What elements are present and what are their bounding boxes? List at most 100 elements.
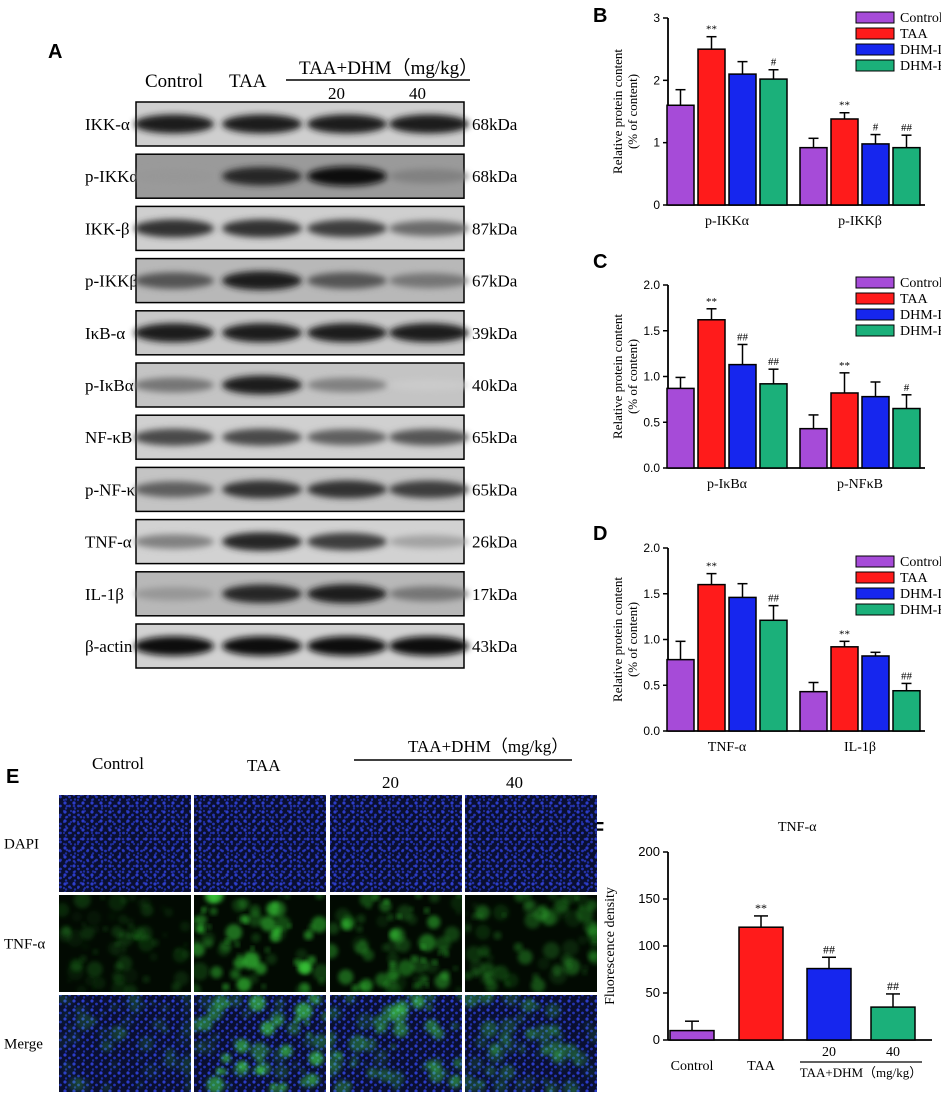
x-category-label: TNF-α — [708, 740, 747, 755]
significance-mark: ** — [706, 296, 717, 308]
fluorescence-grid: DAPI TNF-α Merge — [4, 795, 597, 1092]
if-image-tile — [330, 795, 462, 892]
wb-band — [222, 323, 302, 343]
legend-swatch — [855, 276, 895, 289]
significance-mark: ## — [768, 593, 780, 605]
wb-protein-label: IKK-β — [85, 219, 130, 238]
significance-mark: # — [771, 57, 777, 69]
legend-label: DHM-H — [900, 324, 941, 339]
legend-label: TAA — [900, 27, 929, 42]
chart-c: 0.0 0.5 1.0 1.5 2.0 Relative protein content(… — [610, 276, 941, 492]
wb-band — [389, 323, 469, 343]
wb-band — [222, 428, 302, 446]
bar — [799, 427, 828, 469]
legend-label: DHM-L — [900, 587, 941, 602]
x-category-label: 40 — [886, 1045, 900, 1060]
wb-protein-label: IL-1β — [85, 585, 124, 604]
if-header-dose-low: 20 — [382, 773, 399, 792]
wb-band — [222, 114, 302, 134]
legend-swatch — [855, 292, 895, 305]
wb-protein-label: TNF-α — [85, 533, 132, 552]
bar — [806, 967, 852, 1041]
y-axis-label: Relative protein content — [610, 577, 625, 702]
if-image-tile — [465, 995, 597, 1092]
wb-band — [222, 271, 302, 291]
legend-swatch — [855, 43, 895, 56]
bar — [759, 619, 788, 732]
y-axis-label: (% of content) — [625, 602, 640, 677]
x-category-label: p-IKKβ — [838, 214, 882, 229]
wb-protein-label: NF-κB — [85, 428, 132, 447]
if-row-label: DAPI — [4, 837, 39, 853]
bar — [861, 395, 890, 469]
y-tick-label: 0 — [653, 198, 660, 212]
bar — [666, 658, 695, 732]
bar — [830, 392, 859, 469]
y-tick-label: 0.5 — [643, 678, 660, 692]
y-tick-label: 150 — [638, 891, 660, 906]
wb-band — [307, 377, 387, 393]
wb-row: TNF-α 26kDa — [85, 518, 518, 565]
wb-band — [389, 428, 469, 446]
wb-kda-label: 17kDa — [472, 585, 518, 604]
legend-swatch — [855, 571, 895, 584]
if-image-tile — [465, 895, 597, 992]
chart-title: TNF-α — [778, 820, 817, 835]
wb-band — [222, 532, 302, 551]
y-tick-label: 3 — [653, 11, 660, 25]
significance-mark: ** — [839, 100, 850, 112]
wb-band — [134, 481, 214, 498]
wb-row: IKK-β 87kDa — [85, 205, 518, 252]
wb-band — [134, 272, 214, 289]
wb-band — [389, 480, 469, 499]
wb-kda-label: 39kDa — [472, 324, 518, 343]
y-tick-label: 0.5 — [643, 415, 660, 429]
wb-band — [307, 429, 387, 446]
wb-band — [222, 636, 302, 656]
significance-mark: ## — [901, 670, 913, 682]
legend-label: TAA — [900, 571, 929, 586]
wb-kda-label: 43kDa — [472, 637, 518, 656]
bar — [830, 118, 859, 206]
if-header-taa: TAA — [247, 756, 281, 775]
y-axis-label: Relative protein content — [610, 314, 625, 439]
legend-label: DHM-H — [900, 59, 941, 74]
wb-protein-label: p-NF-κB — [85, 480, 146, 499]
wb-kda-label: 65kDa — [472, 428, 518, 447]
if-image-tile — [59, 895, 191, 992]
legend-swatch — [855, 59, 895, 72]
wb-band — [389, 535, 469, 549]
legend-swatch — [855, 555, 895, 568]
wb-band — [389, 114, 469, 134]
wb-band — [307, 480, 387, 499]
bar — [728, 73, 757, 206]
wb-band — [222, 166, 302, 186]
y-tick-label: 1.5 — [643, 324, 660, 338]
wb-kda-label: 68kDa — [472, 115, 518, 134]
y-tick-label: 2.0 — [643, 278, 660, 292]
wb-band — [134, 169, 214, 183]
wb-band — [134, 636, 214, 656]
wb-band — [134, 377, 214, 393]
bar — [666, 387, 695, 469]
legend-swatch — [855, 11, 895, 24]
wb-band — [389, 379, 469, 391]
x-category-label: IL-1β — [844, 740, 876, 755]
wb-protein-label: p-IKKβ — [85, 272, 138, 291]
wb-band — [134, 587, 214, 601]
legend-label: DHM-L — [900, 43, 941, 58]
wb-protein-label: IκB-α — [85, 324, 125, 343]
if-row-label: TNF-α — [4, 937, 45, 953]
wb-band — [222, 375, 302, 395]
if-image-tile — [59, 795, 191, 892]
wb-band — [307, 114, 387, 134]
if-row-label: Merge — [4, 1037, 43, 1053]
legend-swatch — [855, 27, 895, 40]
wb-protein-label: p-IκBα — [85, 376, 134, 395]
if-image-tile — [194, 995, 326, 1092]
wb-band — [389, 586, 469, 602]
if-header-control: Control — [92, 754, 144, 773]
bar — [799, 690, 828, 732]
chart-b: 0 1 2 3 Relative protein content (% of conten… — [610, 11, 941, 229]
